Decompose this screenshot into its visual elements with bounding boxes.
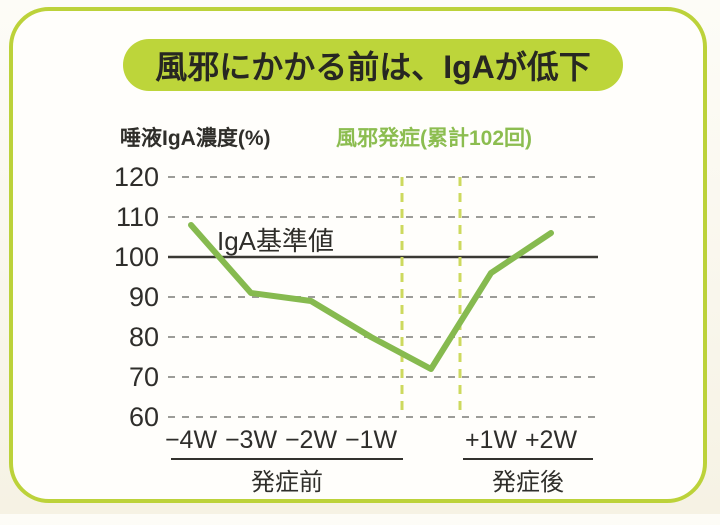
x-group-before-onset: 発症前 (171, 458, 403, 497)
infographic-page: 風邪にかかる前は、IgAが低下 唾液IgA濃度(%) 風邪発症(累計102回) … (9, 7, 707, 503)
group-label-after: 発症後 (492, 469, 564, 496)
group-label-before: 発症前 (251, 469, 323, 496)
group-underline (171, 458, 403, 460)
page-title: 風邪にかかる前は、IgAが低下 (155, 49, 591, 85)
iga-series-line (188, 222, 554, 372)
iga-line-chart (168, 176, 598, 418)
card: 風邪にかかる前は、IgAが低下 唾液IgA濃度(%) 風邪発症(累計102回) … (9, 7, 707, 503)
legend-onset-label: 風邪発症(累計102回) (336, 127, 533, 150)
title-banner: 風邪にかかる前は、IgAが低下 (123, 39, 623, 91)
group-underline (463, 458, 593, 460)
y-axis-title: 唾液IgA濃度(%) (120, 127, 271, 150)
reference-line-label: IgA基準値 (217, 226, 335, 256)
x-group-after-onset: 発症後 (463, 458, 593, 497)
